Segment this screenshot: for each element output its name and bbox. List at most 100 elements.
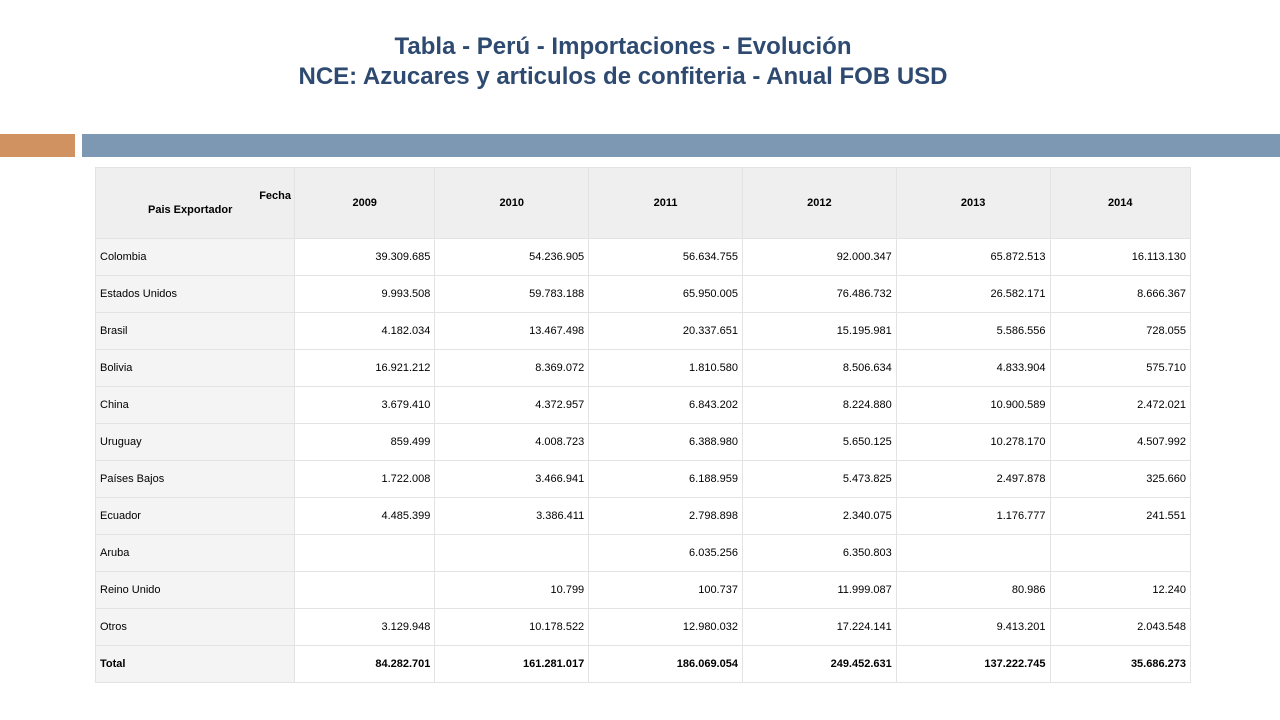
table-row: Otros 3.129.948 10.178.522 12.980.032 17.224… (95, 608, 1192, 646)
value-cell: 11.999.087 (741, 571, 897, 609)
value-cell: 15.195.981 (741, 312, 897, 350)
value-cell: 6.350.803 (741, 534, 897, 572)
value-cell: 4.182.034 (293, 312, 436, 350)
total-value-cell: 35.686.273 (1049, 645, 1192, 683)
value-cell: 8.369.072 (434, 349, 590, 387)
value-cell (293, 534, 436, 572)
table-row: Colombia 39.309.685 54.236.905 56.634.755 92… (95, 238, 1192, 276)
fecha-label: Fecha (259, 190, 291, 202)
country-cell: Uruguay (95, 423, 295, 461)
table-row: Países Bajos 1.722.008 3.466.941 6.188.959 5… (95, 460, 1192, 498)
value-cell (434, 534, 590, 572)
value-cell: 859.499 (293, 423, 436, 461)
table-row: Estados Unidos 9.993.508 59.783.188 65.950.… (95, 275, 1192, 313)
value-cell: 241.551 (1049, 497, 1192, 535)
value-cell: 10.178.522 (434, 608, 590, 646)
value-cell: 8.506.634 (741, 349, 897, 387)
year-header: 2013 (895, 167, 1051, 239)
total-value-cell: 161.281.017 (434, 645, 590, 683)
value-cell: 4.507.992 (1049, 423, 1192, 461)
value-cell: 575.710 (1049, 349, 1192, 387)
corner-header: Fecha Pais Exportador (95, 167, 295, 239)
table-row: Aruba 6.035.256 6.350.803 (95, 534, 1192, 572)
table-row: Reino Unido 10.799 100.737 11.999.087 80.986… (95, 571, 1192, 609)
value-cell (895, 534, 1051, 572)
value-cell: 1.722.008 (293, 460, 436, 498)
country-cell: Brasil (95, 312, 295, 350)
pais-exportador-label: Pais Exportador (148, 204, 233, 216)
value-cell: 12.980.032 (588, 608, 743, 646)
value-cell: 59.783.188 (434, 275, 590, 313)
value-cell: 65.950.005 (588, 275, 743, 313)
value-cell: 20.337.651 (588, 312, 743, 350)
value-cell: 4.008.723 (434, 423, 590, 461)
value-cell: 16.113.130 (1049, 238, 1192, 276)
value-cell: 325.660 (1049, 460, 1192, 498)
title-line-1: Tabla - Perú - Importaciones - Evolución (394, 33, 852, 60)
value-cell: 92.000.347 (741, 238, 897, 276)
value-cell: 2.472.021 (1049, 386, 1192, 424)
value-cell: 17.224.141 (741, 608, 897, 646)
table-row: Ecuador 4.485.399 3.386.411 2.798.898 2.340.… (95, 497, 1192, 535)
value-cell: 2.497.878 (895, 460, 1051, 498)
value-cell: 1.176.777 (895, 497, 1051, 535)
value-cell: 3.679.410 (293, 386, 436, 424)
country-cell: Aruba (95, 534, 295, 572)
value-cell: 54.236.905 (434, 238, 590, 276)
accent-band-right (82, 134, 1280, 157)
table-row: Brasil 4.182.034 13.467.498 20.337.651 15.19… (95, 312, 1192, 350)
accent-band-left (0, 134, 75, 157)
country-cell: Otros (95, 608, 295, 646)
value-cell: 12.240 (1049, 571, 1192, 609)
value-cell: 1.810.580 (588, 349, 743, 387)
slide-title: Tabla - Perú - Importaciones - Evolución… (0, 32, 1246, 92)
value-cell: 8.224.880 (741, 386, 897, 424)
value-cell: 4.372.957 (434, 386, 590, 424)
value-cell: 16.921.212 (293, 349, 436, 387)
country-cell: Reino Unido (95, 571, 295, 609)
value-cell: 2.798.898 (588, 497, 743, 535)
country-cell: Bolivia (95, 349, 295, 387)
value-cell: 4.485.399 (293, 497, 436, 535)
value-cell: 9.993.508 (293, 275, 436, 313)
value-cell: 5.650.125 (741, 423, 897, 461)
value-cell: 3.466.941 (434, 460, 590, 498)
header-row: Fecha Pais Exportador 2009 2010 2011 201… (95, 167, 1192, 239)
value-cell: 6.388.980 (588, 423, 743, 461)
value-cell: 13.467.498 (434, 312, 590, 350)
total-row: Total 84.282.701 161.281.017 186.069.054 249… (95, 645, 1192, 683)
year-header: 2012 (741, 167, 897, 239)
value-cell: 100.737 (588, 571, 743, 609)
country-cell: China (95, 386, 295, 424)
year-header: 2011 (588, 167, 743, 239)
value-cell: 10.278.170 (895, 423, 1051, 461)
value-cell: 10.799 (434, 571, 590, 609)
table-body: Colombia 39.309.685 54.236.905 56.634.755 92… (95, 238, 1192, 683)
country-cell: Estados Unidos (95, 275, 295, 313)
table-row: Bolivia 16.921.212 8.369.072 1.810.580 8.506… (95, 349, 1192, 387)
total-value-cell: 249.452.631 (741, 645, 897, 683)
table-row: China 3.679.410 4.372.957 6.843.202 8.224.88… (95, 386, 1192, 424)
total-value-cell: 186.069.054 (588, 645, 743, 683)
year-header: 2009 (293, 167, 436, 239)
value-cell: 3.129.948 (293, 608, 436, 646)
title-line-2: NCE: Azucares y articulos de confiteria … (298, 63, 948, 90)
value-cell: 65.872.513 (895, 238, 1051, 276)
value-cell: 728.055 (1049, 312, 1192, 350)
value-cell: 3.386.411 (434, 497, 590, 535)
value-cell: 5.473.825 (741, 460, 897, 498)
table-row: Uruguay 859.499 4.008.723 6.388.980 5.650.12… (95, 423, 1192, 461)
value-cell: 2.043.548 (1049, 608, 1192, 646)
value-cell: 9.413.201 (895, 608, 1051, 646)
country-cell: Colombia (95, 238, 295, 276)
value-cell: 8.666.367 (1049, 275, 1192, 313)
value-cell: 2.340.075 (741, 497, 897, 535)
total-value-cell: 137.222.745 (895, 645, 1051, 683)
value-cell: 80.986 (895, 571, 1051, 609)
value-cell: 76.486.732 (741, 275, 897, 313)
value-cell: 6.843.202 (588, 386, 743, 424)
year-header: 2010 (434, 167, 590, 239)
value-cell: 26.582.171 (895, 275, 1051, 313)
country-cell: Ecuador (95, 497, 295, 535)
total-label: Total (95, 645, 295, 683)
